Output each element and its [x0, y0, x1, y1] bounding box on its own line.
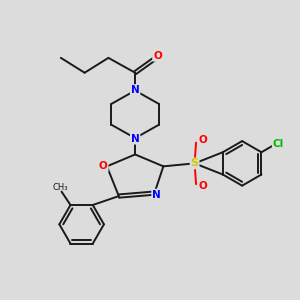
Text: CH₃: CH₃	[52, 183, 68, 192]
Text: O: O	[198, 136, 207, 146]
Text: O: O	[99, 161, 108, 171]
Text: O: O	[198, 181, 207, 191]
Text: Cl: Cl	[273, 139, 284, 149]
Text: O: O	[153, 51, 162, 61]
Text: N: N	[131, 134, 140, 144]
Text: S: S	[190, 158, 199, 168]
Text: N: N	[131, 85, 140, 95]
Text: N: N	[152, 190, 161, 200]
